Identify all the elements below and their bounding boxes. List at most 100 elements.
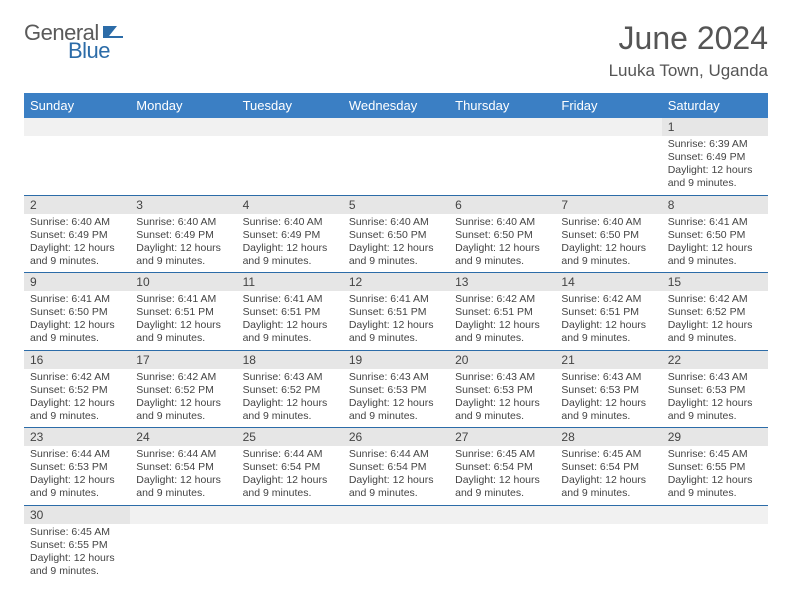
day-details: Sunrise: 6:43 AMSunset: 6:53 PMDaylight:… [555, 369, 661, 428]
calendar-day-cell [343, 118, 449, 195]
calendar-day-cell: 13Sunrise: 6:42 AMSunset: 6:51 PMDayligh… [449, 273, 555, 351]
day-number: 3 [130, 196, 236, 214]
title-block: June 2024 Luuka Town, Uganda [609, 20, 768, 81]
day-number: 30 [24, 506, 130, 524]
day-details: Sunrise: 6:40 AMSunset: 6:50 PMDaylight:… [449, 214, 555, 273]
day-number: 8 [662, 196, 768, 214]
day-number: 15 [662, 273, 768, 291]
day-details: Sunrise: 6:40 AMSunset: 6:49 PMDaylight:… [130, 214, 236, 273]
calendar-day-cell: 2Sunrise: 6:40 AMSunset: 6:49 PMDaylight… [24, 195, 130, 273]
day-number [555, 118, 661, 136]
day-details [237, 136, 343, 142]
daylight-text: Daylight: 12 hours and 9 minutes. [668, 474, 762, 500]
sunrise-text: Sunrise: 6:45 AM [561, 448, 655, 461]
sunrise-text: Sunrise: 6:43 AM [455, 371, 549, 384]
sunrise-text: Sunrise: 6:45 AM [30, 526, 124, 539]
day-number [343, 118, 449, 136]
sunset-text: Sunset: 6:50 PM [668, 229, 762, 242]
calendar-table: Sunday Monday Tuesday Wednesday Thursday… [24, 93, 768, 582]
month-title: June 2024 [609, 20, 768, 57]
calendar-day-cell [343, 505, 449, 582]
weekday-header: Monday [130, 93, 236, 118]
daylight-text: Daylight: 12 hours and 9 minutes. [30, 474, 124, 500]
day-details: Sunrise: 6:43 AMSunset: 6:52 PMDaylight:… [237, 369, 343, 428]
calendar-day-cell [662, 505, 768, 582]
day-number [237, 118, 343, 136]
sunrise-text: Sunrise: 6:42 AM [455, 293, 549, 306]
calendar-week-row: 30Sunrise: 6:45 AMSunset: 6:55 PMDayligh… [24, 505, 768, 582]
sunset-text: Sunset: 6:54 PM [561, 461, 655, 474]
sunrise-text: Sunrise: 6:41 AM [243, 293, 337, 306]
calendar-day-cell: 1Sunrise: 6:39 AMSunset: 6:49 PMDaylight… [662, 118, 768, 195]
weekday-header-row: Sunday Monday Tuesday Wednesday Thursday… [24, 93, 768, 118]
sunrise-text: Sunrise: 6:42 AM [561, 293, 655, 306]
sunset-text: Sunset: 6:53 PM [561, 384, 655, 397]
calendar-day-cell: 5Sunrise: 6:40 AMSunset: 6:50 PMDaylight… [343, 195, 449, 273]
calendar-week-row: 1Sunrise: 6:39 AMSunset: 6:49 PMDaylight… [24, 118, 768, 195]
day-details: Sunrise: 6:40 AMSunset: 6:49 PMDaylight:… [24, 214, 130, 273]
sunrise-text: Sunrise: 6:40 AM [136, 216, 230, 229]
day-details: Sunrise: 6:41 AMSunset: 6:51 PMDaylight:… [130, 291, 236, 350]
daylight-text: Daylight: 12 hours and 9 minutes. [243, 474, 337, 500]
calendar-day-cell: 11Sunrise: 6:41 AMSunset: 6:51 PMDayligh… [237, 273, 343, 351]
day-details: Sunrise: 6:43 AMSunset: 6:53 PMDaylight:… [449, 369, 555, 428]
day-details: Sunrise: 6:44 AMSunset: 6:53 PMDaylight:… [24, 446, 130, 505]
sunset-text: Sunset: 6:50 PM [30, 306, 124, 319]
day-number: 2 [24, 196, 130, 214]
daylight-text: Daylight: 12 hours and 9 minutes. [668, 164, 762, 190]
sunset-text: Sunset: 6:49 PM [668, 151, 762, 164]
sunset-text: Sunset: 6:51 PM [136, 306, 230, 319]
day-number: 4 [237, 196, 343, 214]
logo-text-2: Blue [68, 38, 110, 64]
sunrise-text: Sunrise: 6:44 AM [243, 448, 337, 461]
day-number: 28 [555, 428, 661, 446]
calendar-day-cell: 15Sunrise: 6:42 AMSunset: 6:52 PMDayligh… [662, 273, 768, 351]
day-details: Sunrise: 6:43 AMSunset: 6:53 PMDaylight:… [343, 369, 449, 428]
calendar-day-cell: 16Sunrise: 6:42 AMSunset: 6:52 PMDayligh… [24, 350, 130, 428]
day-number: 22 [662, 351, 768, 369]
calendar-day-cell [449, 118, 555, 195]
daylight-text: Daylight: 12 hours and 9 minutes. [136, 397, 230, 423]
calendar-day-cell [449, 505, 555, 582]
sunrise-text: Sunrise: 6:39 AM [668, 138, 762, 151]
day-number: 12 [343, 273, 449, 291]
day-details: Sunrise: 6:41 AMSunset: 6:50 PMDaylight:… [662, 214, 768, 273]
sunset-text: Sunset: 6:50 PM [455, 229, 549, 242]
day-details: Sunrise: 6:42 AMSunset: 6:52 PMDaylight:… [130, 369, 236, 428]
sunrise-text: Sunrise: 6:40 AM [30, 216, 124, 229]
calendar-day-cell: 17Sunrise: 6:42 AMSunset: 6:52 PMDayligh… [130, 350, 236, 428]
day-details: Sunrise: 6:40 AMSunset: 6:49 PMDaylight:… [237, 214, 343, 273]
daylight-text: Daylight: 12 hours and 9 minutes. [243, 319, 337, 345]
day-details [555, 136, 661, 142]
day-details: Sunrise: 6:44 AMSunset: 6:54 PMDaylight:… [130, 446, 236, 505]
daylight-text: Daylight: 12 hours and 9 minutes. [455, 319, 549, 345]
daylight-text: Daylight: 12 hours and 9 minutes. [30, 319, 124, 345]
day-number [555, 506, 661, 524]
sunset-text: Sunset: 6:52 PM [136, 384, 230, 397]
day-number: 29 [662, 428, 768, 446]
day-details: Sunrise: 6:43 AMSunset: 6:53 PMDaylight:… [662, 369, 768, 428]
sunset-text: Sunset: 6:51 PM [243, 306, 337, 319]
sunset-text: Sunset: 6:50 PM [349, 229, 443, 242]
sunrise-text: Sunrise: 6:42 AM [30, 371, 124, 384]
day-details: Sunrise: 6:40 AMSunset: 6:50 PMDaylight:… [555, 214, 661, 273]
daylight-text: Daylight: 12 hours and 9 minutes. [349, 397, 443, 423]
daylight-text: Daylight: 12 hours and 9 minutes. [349, 319, 443, 345]
day-number: 11 [237, 273, 343, 291]
sunrise-text: Sunrise: 6:40 AM [561, 216, 655, 229]
daylight-text: Daylight: 12 hours and 9 minutes. [349, 242, 443, 268]
day-details [449, 524, 555, 530]
sunset-text: Sunset: 6:55 PM [668, 461, 762, 474]
day-details: Sunrise: 6:41 AMSunset: 6:51 PMDaylight:… [237, 291, 343, 350]
daylight-text: Daylight: 12 hours and 9 minutes. [136, 319, 230, 345]
sunrise-text: Sunrise: 6:43 AM [561, 371, 655, 384]
day-details [343, 136, 449, 142]
sunset-text: Sunset: 6:53 PM [455, 384, 549, 397]
day-details: Sunrise: 6:39 AMSunset: 6:49 PMDaylight:… [662, 136, 768, 195]
sunrise-text: Sunrise: 6:44 AM [136, 448, 230, 461]
weekday-header: Thursday [449, 93, 555, 118]
sunrise-text: Sunrise: 6:42 AM [136, 371, 230, 384]
calendar-day-cell: 23Sunrise: 6:44 AMSunset: 6:53 PMDayligh… [24, 428, 130, 506]
calendar-day-cell: 27Sunrise: 6:45 AMSunset: 6:54 PMDayligh… [449, 428, 555, 506]
day-details [343, 524, 449, 530]
